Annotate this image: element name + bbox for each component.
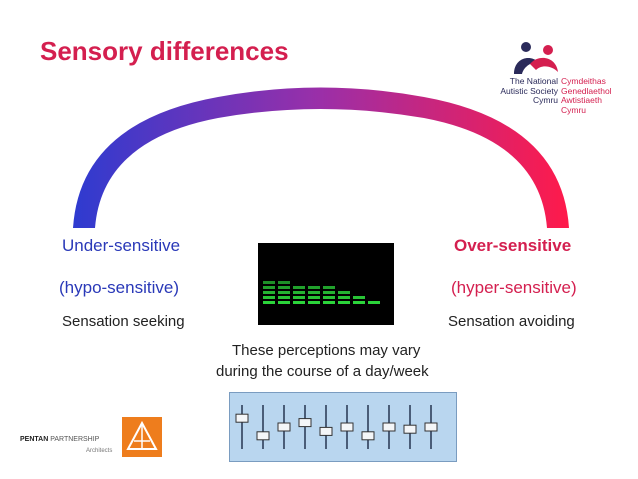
mixer-knob	[235, 413, 249, 423]
mixer-knob	[298, 418, 312, 428]
slide-title: Sensory differences	[40, 36, 289, 66]
nas-english-name: The National Autistic Society Cymru	[474, 76, 558, 106]
mixer-knob	[361, 431, 375, 441]
equalizer-segment	[278, 286, 290, 289]
nas-welsh-name: Cymdeithas Genedlaethol Awtistiaeth Cymr…	[561, 76, 638, 115]
equalizer-segment	[308, 301, 320, 304]
under-sensitive-label: Under-sensitive	[62, 236, 181, 255]
equalizer-segment	[263, 296, 275, 299]
hyper-sensitive-label: (hyper-sensitive)	[451, 278, 577, 297]
mixer-knob	[424, 422, 438, 432]
nas-cy-line: Awtistiaeth	[561, 95, 602, 105]
equalizer-segment	[338, 301, 350, 304]
nas-en-line: Autistic Society	[500, 85, 558, 96]
equalizer-segment	[308, 296, 320, 299]
mixer-knob	[319, 426, 333, 436]
mixer-sliders	[235, 405, 438, 449]
pentan-name-bold: PENTAN	[20, 436, 49, 443]
sensation-avoiding-text: Sensation avoiding	[448, 313, 575, 330]
mixer-knob	[340, 422, 354, 432]
nas-en-line: Cymru	[532, 95, 558, 105]
nas-en-line: The National	[509, 76, 558, 86]
equalizer-segment	[323, 291, 335, 294]
equalizer-segment	[338, 291, 350, 294]
over-sensitive-label: Over-sensitive	[454, 236, 572, 255]
equalizer-segment	[308, 291, 320, 294]
mixer-knob	[382, 422, 396, 432]
equalizer-segment	[263, 281, 275, 284]
equalizer-segment	[323, 296, 335, 299]
equalizer-segment	[368, 301, 380, 304]
arc-band	[73, 87, 569, 228]
nas-cy-line: Cymru	[561, 104, 587, 115]
mixer-sliders-image	[229, 392, 457, 462]
equalizer-segment	[278, 296, 290, 299]
equalizer-segment	[293, 296, 305, 299]
mixer-knob	[256, 431, 270, 441]
mixer-knob	[403, 424, 417, 434]
equalizer-segment	[263, 301, 275, 304]
nas-figures-icon	[514, 42, 558, 74]
equalizer-segment	[278, 281, 290, 284]
perception-note-line1: These perceptions may vary	[232, 342, 421, 359]
equalizer-segment	[278, 301, 290, 304]
equalizer-segment	[263, 286, 275, 289]
equalizer-segment	[323, 301, 335, 304]
equalizer-segment	[308, 286, 320, 289]
equalizer-segment	[278, 291, 290, 294]
sensation-seeking-text: Sensation seeking	[62, 313, 185, 330]
equalizer-bars	[263, 281, 380, 304]
nas-cy-line: Cymdeithas	[561, 76, 606, 86]
equalizer-segment	[293, 301, 305, 304]
equalizer-segment	[293, 291, 305, 294]
perception-note-line2: during the course of a day/week	[216, 363, 429, 380]
equalizer-segment	[338, 296, 350, 299]
nas-cy-line: Genedlaethol	[561, 85, 612, 96]
equalizer-segment	[353, 296, 365, 299]
hypo-sensitive-label: (hypo-sensitive)	[59, 278, 179, 297]
equalizer-segment	[353, 301, 365, 304]
pentan-partnership-name: PENTAN PARTNERSHIP	[20, 436, 99, 443]
equalizer-segment	[293, 286, 305, 289]
pentan-triangle-icon	[126, 420, 158, 450]
equalizer-segment	[323, 286, 335, 289]
pentan-logo-icon	[122, 417, 162, 457]
mixer-knob	[277, 422, 291, 432]
equalizer-image	[258, 243, 394, 325]
equalizer-segment	[263, 291, 275, 294]
pentan-name-rest: PARTNERSHIP	[48, 436, 100, 443]
pentan-architects-text: Architects	[86, 448, 113, 454]
